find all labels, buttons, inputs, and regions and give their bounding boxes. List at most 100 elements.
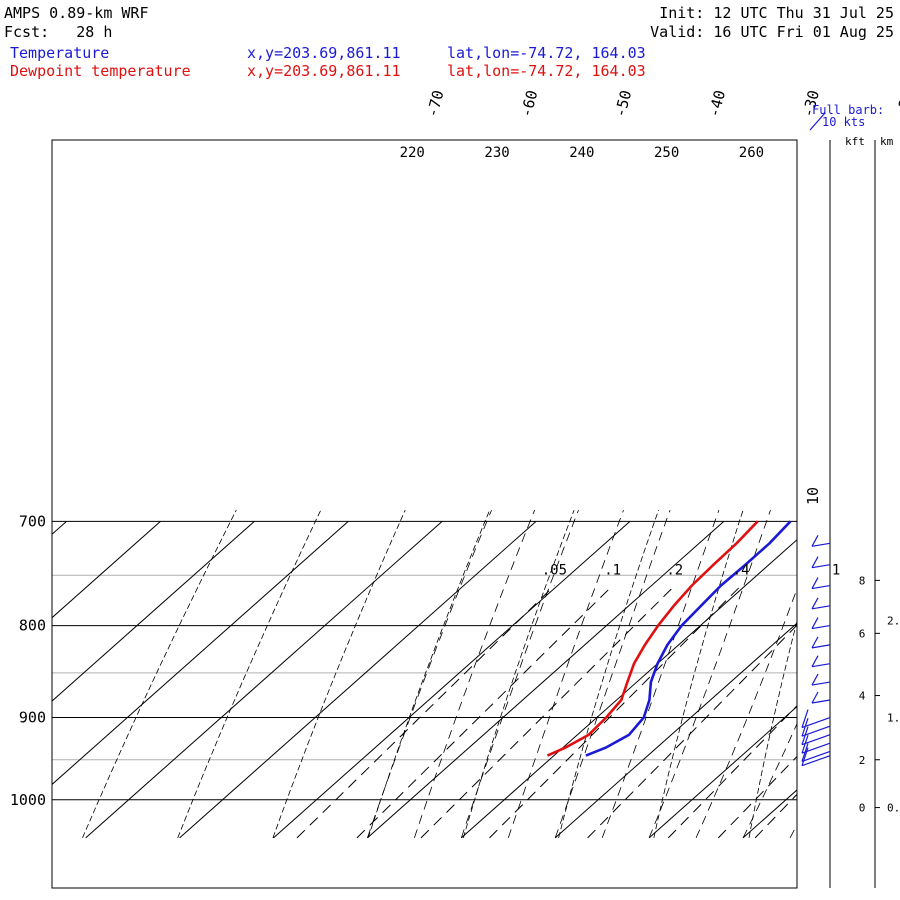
temperature-tick-label: -70 xyxy=(423,88,447,119)
moist-adiabat xyxy=(554,509,671,839)
theta-label: 230 xyxy=(484,145,509,161)
dry-adiabat xyxy=(82,509,237,839)
isotherm-line xyxy=(648,705,797,839)
temperature-tick-label: -20 xyxy=(893,88,900,119)
moist-adiabat xyxy=(884,510,900,838)
mixing-ratio-line xyxy=(420,585,676,839)
mixing-ratio-label: .1 xyxy=(604,563,621,579)
temperature-tick-label: -40 xyxy=(705,88,729,119)
wind-barb-flag xyxy=(811,617,819,629)
axis-labels: 7008009001000-70-60-50-40-30-20-10022023… xyxy=(10,88,900,809)
theta-label: 250 xyxy=(654,145,679,161)
plot-frame xyxy=(51,139,798,889)
isotherm-line xyxy=(52,520,161,619)
forecast-hour: Fcst: 28 h xyxy=(4,23,113,41)
pressure-tick-label: 900 xyxy=(19,709,46,727)
moist-adiabat xyxy=(789,824,797,839)
dry-adiabat xyxy=(558,509,659,838)
wind-barb-flag xyxy=(801,747,809,766)
dewpoint-profile xyxy=(546,520,759,757)
dry-adiabat xyxy=(653,509,744,838)
wind-barbs: 8 6 4 2 0 2. 1. 0. xyxy=(801,112,900,888)
wind-barb-flag xyxy=(811,691,819,704)
isobars xyxy=(52,520,797,801)
dry-adiabat xyxy=(844,510,900,838)
temperature-tick-label: -50 xyxy=(611,88,635,119)
moist-adiabat xyxy=(460,509,579,839)
wind-barb-shaft xyxy=(811,584,831,590)
dewpoint-latlon: lat,lon=-74.72, 164.03 xyxy=(447,62,646,80)
wind-barb-shaft xyxy=(801,755,831,767)
dewpoint-xy: x,y=203.69,861.11 xyxy=(247,62,401,80)
moist-adiabats xyxy=(367,509,900,839)
moist-adiabat xyxy=(742,722,797,839)
wind-barb-flag xyxy=(811,655,819,667)
mixing-ratio-line xyxy=(356,585,614,839)
wind-barb-flag xyxy=(811,535,819,547)
temperature-profile xyxy=(585,520,792,757)
dry-adiabat xyxy=(748,619,797,838)
mixing-ratio-line xyxy=(717,755,797,839)
wind-barb-flag xyxy=(801,743,809,762)
model-title: AMPS 0.89-km WRF xyxy=(4,4,149,22)
moist-adiabat xyxy=(648,509,771,839)
wind-barb-shaft xyxy=(811,681,831,686)
kft-tick-label: 2 xyxy=(859,754,866,767)
wind-barb-shaft xyxy=(801,734,831,746)
isotherm-line xyxy=(179,520,537,839)
wind-barb-shaft xyxy=(801,716,831,729)
wind-barb-shaft xyxy=(801,750,831,763)
mixing-ratio-line xyxy=(754,793,797,839)
moist-adiabat xyxy=(507,509,624,839)
theta-label: 240 xyxy=(569,145,594,161)
kft-label: kft xyxy=(845,135,865,148)
wind-barb-shaft xyxy=(811,605,831,610)
valid-time: Valid: 16 UTC Fri 01 Aug 25 xyxy=(650,23,894,41)
wind-barb-shaft xyxy=(811,624,831,630)
wind-barb-flag xyxy=(801,717,809,737)
isotherm-line xyxy=(554,622,797,839)
isotherms xyxy=(52,520,797,839)
wind-barb-shaft xyxy=(801,725,831,737)
wind-speed-label: 10 xyxy=(804,487,822,505)
mixing-ratio-label: .2 xyxy=(666,563,683,579)
barb-legend-title: Full barb: xyxy=(812,103,884,117)
temperature-xy: x,y=203.69,861.11 xyxy=(247,44,401,62)
kft-tick-label: 8 xyxy=(859,574,866,587)
dry-adiabat xyxy=(272,509,406,839)
kft-tick-label: 6 xyxy=(859,627,866,640)
mixing-ratio-label: .4 xyxy=(733,563,750,579)
mixing-ratio-lines xyxy=(296,585,797,839)
wind-barb-flag xyxy=(811,577,819,589)
init-time: Init: 12 UTC Thu 31 Jul 25 xyxy=(659,4,894,22)
moist-adiabat xyxy=(414,509,535,839)
kft-tick-label: 4 xyxy=(859,690,866,703)
wind-barb-flag xyxy=(811,597,819,610)
wind-barb-shaft xyxy=(811,699,831,704)
dry-adiabat xyxy=(463,509,575,839)
dry-adiabat xyxy=(177,509,322,839)
theta-label: 220 xyxy=(400,145,425,161)
wind-barb-shaft xyxy=(811,542,831,547)
kft-tick-label: 0 xyxy=(859,802,866,815)
pressure-tick-label: 700 xyxy=(19,512,46,530)
barb-legend-speed: 10 kts xyxy=(822,115,865,129)
wind-barb-flag xyxy=(811,673,819,686)
mixing-ratio-label: 1 xyxy=(832,563,840,579)
wind-barb-shaft xyxy=(811,564,831,569)
km-tick-label: 0. xyxy=(887,802,900,815)
temperature-latlon: lat,lon=-74.72, 164.03 xyxy=(447,44,646,62)
mixing-ratio-line xyxy=(489,585,742,839)
barb-legend-shaft xyxy=(809,112,826,131)
temperature-tick-label: -60 xyxy=(517,88,541,119)
mixing-ratio-label: .05 xyxy=(542,563,567,579)
km-tick-label: 2. xyxy=(887,615,900,628)
moist-adiabat xyxy=(367,509,492,839)
pressure-tick-label: 800 xyxy=(19,617,46,635)
wind-barb-shaft xyxy=(811,644,831,649)
dry-adiabats xyxy=(82,509,900,839)
dewpoint-legend: Dewpoint temperature xyxy=(10,62,191,80)
isotherm-line xyxy=(273,520,631,839)
mixing-ratio-line xyxy=(587,624,797,839)
moist-adiabat xyxy=(601,509,720,839)
